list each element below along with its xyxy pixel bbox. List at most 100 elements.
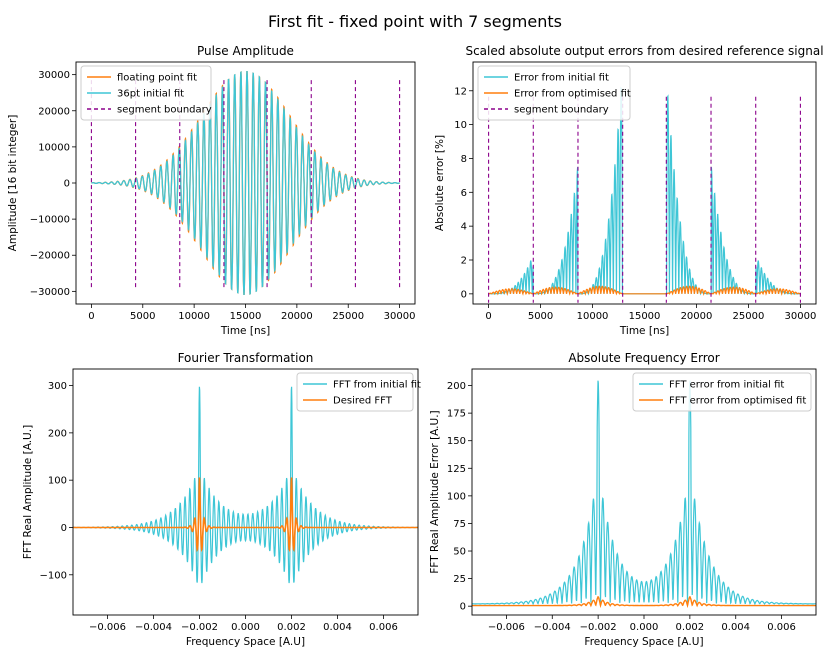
y-tick-label: 0 (461, 289, 467, 300)
x-tick-label: −0.006 (488, 622, 525, 633)
legend: FFT from initial fit Desired FFT (296, 372, 421, 412)
x-tick-label: −0.006 (89, 622, 126, 633)
x-tick-label: −0.002 (181, 622, 218, 633)
x-tick-label: 15000 (230, 311, 262, 322)
x-tick-label: 25000 (332, 311, 364, 322)
panel-amplitude: 0 5000 10000 15000 20000 25000 30000 −30000 −200… (7, 44, 415, 337)
y-tick-label: 10000 (38, 142, 70, 153)
legend: floating point fit 36pt initial fit segmen… (80, 65, 212, 121)
x-tick-label: 0 (88, 311, 94, 322)
x-tick-label: 10000 (178, 311, 210, 322)
legend-entry: Desired FFT (333, 396, 393, 407)
panel-fft: −0.006 −0.004 −0.002 0.000 0.002 0.004 0.006 −1… (22, 351, 421, 648)
legend-entry: segment boundary (117, 105, 212, 116)
series-line (91, 71, 400, 295)
y-tick-label: −10000 (30, 215, 70, 226)
y-tick-label: 100 (447, 491, 466, 502)
panel-title: Scaled absolute output errors from desir… (465, 44, 823, 58)
y-tick-label: 0 (61, 523, 67, 534)
x-tick-label: 0.002 (277, 622, 306, 633)
x-tick-label: −0.004 (135, 622, 172, 633)
panel-title: Pulse Amplitude (197, 44, 294, 58)
legend-box (632, 372, 812, 412)
legend: Error from initial fit Error from optimis… (477, 65, 631, 121)
x-axis-label: Frequency Space [A.U] (186, 636, 305, 648)
y-tick-label: 4 (461, 222, 467, 233)
x-tick-label: 30000 (384, 311, 416, 322)
series-line (73, 477, 418, 553)
legend-entry: FFT error from optimised fit (669, 396, 806, 407)
y-tick-label: 0 (64, 179, 70, 190)
legend-entry: floating point fit (117, 73, 197, 84)
x-tick-label: 5000 (130, 311, 155, 322)
y-tick-label: 125 (447, 464, 466, 475)
y-tick-label: −30000 (30, 287, 70, 298)
x-tick-label: 15000 (629, 311, 661, 322)
x-tick-label: −0.004 (534, 622, 571, 633)
x-tick-label: 5000 (528, 311, 553, 322)
x-tick-label: 25000 (733, 311, 765, 322)
x-tick-label: 20000 (281, 311, 313, 322)
y-axis-label: Amplitude [16 bit integer] (7, 115, 19, 252)
x-axis-label: Time [ns] (220, 325, 270, 337)
panel-freq-error: −0.006 −0.004 −0.002 0.000 0.002 0.004 0.006 0 2… (429, 351, 817, 648)
x-tick-label: 0.006 (369, 622, 398, 633)
x-tick-label: 10000 (577, 311, 609, 322)
x-tick-label: 20000 (681, 311, 713, 322)
x-tick-label: 0.002 (676, 622, 705, 633)
legend-box (80, 65, 212, 121)
x-tick-label: 0.000 (630, 622, 659, 633)
series-line (73, 386, 418, 584)
x-tick-label: 0.006 (767, 622, 796, 633)
panel-title: Fourier Transformation (178, 351, 314, 365)
y-tick-label: 200 (447, 381, 466, 392)
y-tick-label: 10 (454, 120, 467, 131)
legend-entry: Error from initial fit (514, 73, 609, 84)
y-tick-label: 20000 (38, 106, 70, 117)
plot-area (472, 380, 816, 609)
y-tick-label: 175 (447, 409, 466, 420)
y-tick-label: 30000 (38, 70, 70, 81)
y-tick-label: −20000 (30, 251, 70, 262)
panel-title: Absolute Frequency Error (568, 351, 719, 365)
y-tick-label: 0 (460, 602, 466, 613)
legend-entry: 36pt initial fit (117, 89, 184, 100)
legend-box (477, 65, 631, 121)
x-axis-label: Frequency Space [A.U] (584, 636, 703, 648)
x-tick-label: 0 (485, 311, 491, 322)
x-axis-label: Time [ns] (619, 325, 669, 337)
series-line (472, 380, 816, 606)
plot-area (73, 386, 418, 584)
series-line (488, 285, 801, 297)
y-tick-label: −100 (40, 570, 67, 581)
y-tick-label: 25 (453, 574, 466, 585)
figure-title: First fit - fixed point with 7 segments (268, 12, 562, 31)
y-tick-label: 12 (454, 86, 467, 97)
legend-entry: FFT from initial fit (333, 380, 421, 391)
y-tick-label: 8 (461, 154, 467, 165)
y-axis-label: Absolute error [%] (434, 135, 446, 231)
x-tick-label: −0.002 (580, 622, 617, 633)
legend-box (296, 372, 414, 412)
y-tick-label: 300 (48, 381, 67, 392)
y-tick-label: 100 (48, 476, 67, 487)
legend-entry: FFT error from initial fit (669, 380, 784, 391)
legend-entry: segment boundary (514, 105, 609, 116)
y-tick-label: 6 (461, 188, 467, 199)
y-tick-label: 150 (447, 436, 466, 447)
plot-area (488, 86, 801, 303)
legend: FFT error from initial fit FFT error from… (632, 372, 812, 412)
y-axis-label: FFT Real Amplitude [A.U.] (22, 425, 34, 559)
y-tick-label: 2 (461, 256, 467, 267)
legend-entry: Error from optimised fit (514, 89, 631, 100)
x-tick-label: 0.004 (721, 622, 750, 633)
x-tick-label: 0.004 (323, 622, 352, 633)
plot-area (90, 71, 401, 295)
x-tick-label: 30000 (785, 311, 817, 322)
y-tick-label: 50 (453, 547, 466, 558)
y-tick-label: 200 (48, 428, 67, 439)
x-tick-label: 0.000 (231, 622, 260, 633)
panel-time-error: 0 5000 10000 15000 20000 25000 30000 0 2 4 6 8 10 12 S… (434, 44, 824, 337)
y-tick-label: 75 (453, 519, 466, 530)
